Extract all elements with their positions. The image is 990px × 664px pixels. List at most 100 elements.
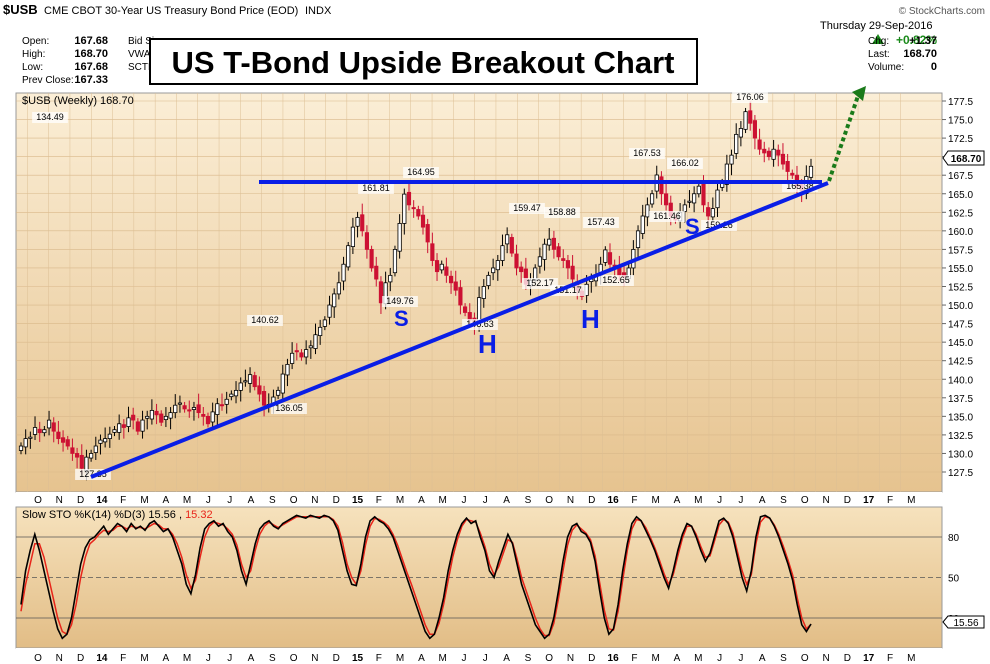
- candle-body: [276, 389, 281, 396]
- x-axis-label: 15: [352, 653, 364, 664]
- price-tick-label: 175.0: [948, 116, 973, 127]
- pattern-label-right-shoulder: S: [685, 214, 700, 239]
- candle-body: [561, 258, 566, 261]
- x-axis-label: J: [227, 653, 232, 664]
- candle-body: [486, 274, 491, 287]
- candle-body: [425, 224, 430, 243]
- candles-group: [18, 101, 814, 481]
- x-axis-label: J: [717, 495, 722, 506]
- exchange-label: INDX: [305, 5, 332, 17]
- annotation-bg: [782, 181, 818, 192]
- x-axis-label: M: [652, 653, 660, 664]
- candle-body: [607, 252, 613, 265]
- candle-body: [780, 153, 786, 165]
- breakout-arrow-head-icon: [852, 86, 866, 101]
- candle-body: [308, 345, 313, 349]
- candle-body: [56, 431, 61, 440]
- x-axis-label: J: [206, 653, 211, 664]
- title-banner: US T-Bond Upside Breakout Chart: [172, 45, 675, 80]
- candle-body: [163, 415, 168, 421]
- candle-body: [89, 453, 94, 459]
- price-annotation: 158.88: [548, 207, 576, 217]
- breakout-arrow-shaft: [827, 92, 861, 182]
- x-axis-label: S: [525, 495, 532, 506]
- candle-body: [491, 267, 496, 274]
- candle-body: [635, 230, 641, 249]
- x-axis-label: N: [822, 495, 829, 506]
- candle-body: [149, 410, 154, 420]
- title-banner-box: [149, 38, 698, 85]
- candle-body: [126, 417, 131, 427]
- x-axis-label: O: [545, 495, 553, 506]
- x-axis-label: D: [333, 653, 340, 664]
- annotation-bg: [462, 319, 498, 330]
- candle-body: [565, 260, 571, 269]
- annotation-bg: [667, 158, 703, 169]
- stochastic-d-line: [20, 515, 812, 637]
- price-annotation: 151.17: [554, 285, 582, 295]
- x-axis-label: A: [503, 495, 510, 506]
- x-axis-label: O: [801, 495, 809, 506]
- x-axis-label: M: [140, 495, 148, 506]
- x-axis-label: N: [311, 653, 318, 664]
- price-annotation: 165.38: [786, 181, 814, 191]
- x-axis-label: F: [120, 495, 126, 506]
- x-axis-label: D: [844, 653, 851, 664]
- candle-body: [233, 389, 239, 397]
- candle-body: [444, 266, 449, 276]
- candle-body: [159, 413, 164, 423]
- candle-body: [182, 405, 187, 410]
- candle-body: [752, 120, 757, 139]
- x-axis-label: A: [759, 653, 766, 664]
- candle-body: [196, 404, 201, 414]
- price-annotation: 166.02: [671, 158, 699, 168]
- candle-body: [645, 204, 650, 218]
- x-axis-label: M: [439, 653, 447, 664]
- x-axis-label: N: [56, 653, 63, 664]
- copyright-label: © StockCharts.com: [899, 6, 985, 17]
- candle-body: [649, 193, 655, 205]
- x-axis-label: 17: [863, 653, 875, 664]
- candle-body: [687, 200, 692, 203]
- pattern-label-second-head: H: [581, 304, 600, 334]
- candle-body: [547, 238, 552, 246]
- candle-body: [771, 148, 776, 160]
- price-tick-label: 165.0: [948, 190, 973, 201]
- candle-body: [570, 265, 575, 280]
- x-axis-label: S: [780, 653, 787, 664]
- price-annotation: 136.05: [275, 403, 303, 413]
- candle-body: [434, 260, 440, 273]
- stats-right: Chg: +1.37 Last: 168.70 Volume: 0: [868, 35, 937, 73]
- price-tick-label: 142.5: [948, 357, 973, 368]
- candle-body: [238, 382, 243, 391]
- x-axis-label: M: [396, 653, 404, 664]
- candle-body: [140, 419, 145, 432]
- annotation-bg: [509, 203, 545, 214]
- candle-body: [790, 172, 795, 176]
- candle-body: [509, 237, 514, 254]
- candle-body: [177, 402, 183, 405]
- price-tick-label: 137.5: [948, 394, 973, 405]
- candle-body: [117, 423, 122, 433]
- annotation-bg: [732, 92, 768, 103]
- x-axis-label: J: [483, 653, 488, 664]
- candle-body: [60, 437, 66, 443]
- price-tick-label: 177.5: [948, 97, 973, 108]
- candle-body: [65, 439, 70, 447]
- candle-body: [729, 154, 734, 165]
- x-axis-label: M: [694, 653, 702, 664]
- last-price-flag-label: 168.70: [951, 154, 982, 165]
- candle-body: [257, 385, 262, 395]
- stat-label: SCTR:: [128, 62, 158, 73]
- x-axis-label: D: [77, 495, 84, 506]
- annotation-bg: [382, 296, 418, 307]
- price-annotation: 161.81: [362, 183, 390, 193]
- candle-body: [776, 149, 781, 156]
- annotation-bg: [32, 112, 68, 123]
- stochastic-tick-label: 80: [948, 533, 960, 544]
- x-axis-label: 16: [608, 495, 620, 506]
- candle-body: [453, 281, 458, 291]
- candle-body: [154, 410, 159, 416]
- price-tick-label: 130.0: [948, 449, 973, 460]
